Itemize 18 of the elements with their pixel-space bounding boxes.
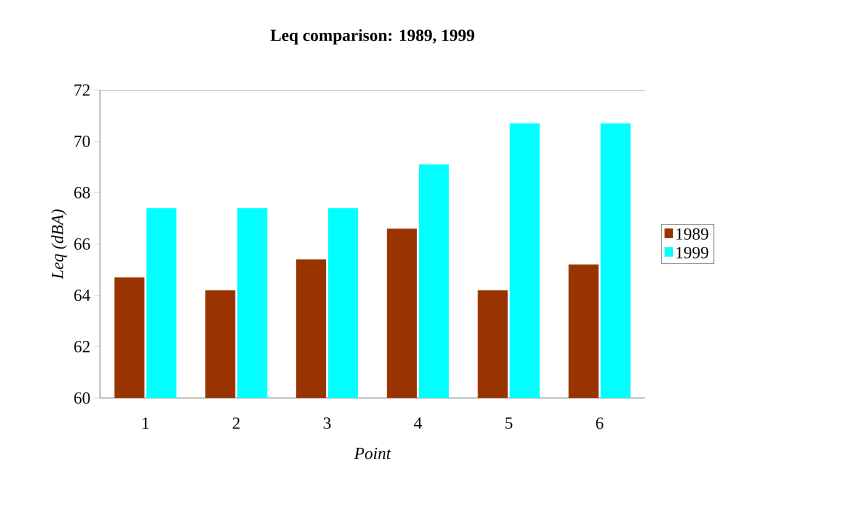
x-tick-label: 1 xyxy=(142,418,149,429)
y-tick-label: 60 xyxy=(74,392,90,404)
y-tick-label: 68 xyxy=(74,186,90,198)
x-tick-label: 5 xyxy=(506,418,512,429)
x-tick-label: 6 xyxy=(596,418,604,429)
x-tick-label: 2 xyxy=(232,418,240,429)
y-tick-label: 66 xyxy=(74,238,90,250)
y-tick-label: 70 xyxy=(74,136,90,148)
chart-title: Leq comparison: 1989, 1999 xyxy=(270,29,474,44)
legend-label: 1989 xyxy=(676,228,708,240)
legend-label: 1999 xyxy=(676,247,708,258)
y-tick-label: 62 xyxy=(74,340,90,352)
x-tick-label: 4 xyxy=(414,418,422,429)
y-tick-label: 64 xyxy=(74,290,90,302)
x-axis-title: Point xyxy=(354,448,392,460)
x-tick-label: 3 xyxy=(324,418,331,429)
y-axis-title: Leq (dBA) xyxy=(51,209,67,280)
y-tick-label: 72 xyxy=(74,84,90,96)
